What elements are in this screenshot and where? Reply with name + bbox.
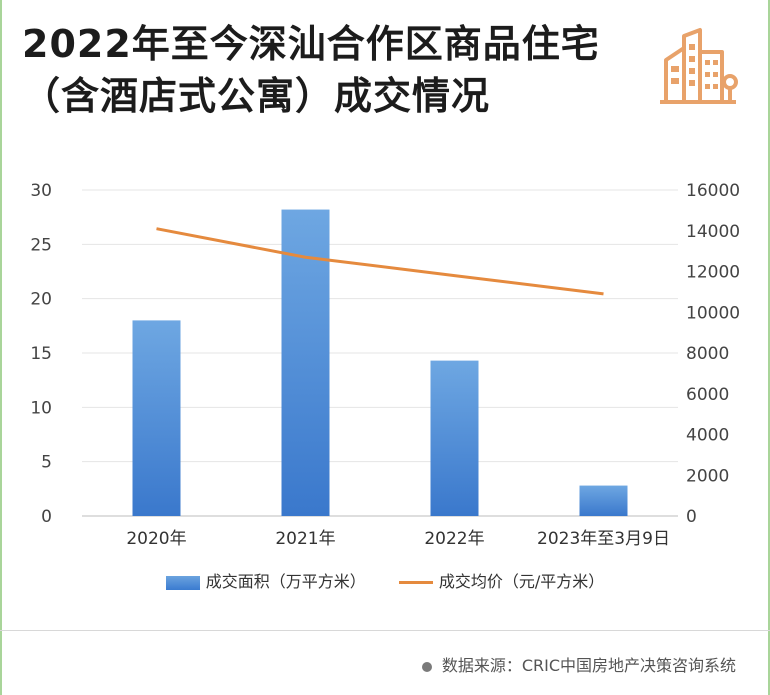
title-line-1: 2022年至今深汕合作区商品住宅 — [22, 22, 600, 66]
category-label: 2023年至3月9日 — [537, 529, 670, 549]
bar-series — [132, 209, 628, 516]
line-series — [156, 227, 604, 296]
left-tick-label: 10 — [30, 398, 52, 418]
left-tick-label: 25 — [30, 235, 52, 255]
right-tick-label: 16000 — [686, 181, 740, 201]
right-tick-label: 10000 — [686, 303, 740, 323]
bar — [430, 360, 479, 516]
legend-swatch-line — [398, 581, 433, 584]
bar — [132, 320, 181, 516]
city-buildings-icon — [660, 28, 738, 104]
left-tick-label: 5 — [41, 453, 52, 473]
right-tick-label: 8000 — [686, 344, 729, 364]
bullet-icon — [421, 661, 432, 672]
footer-divider — [0, 630, 770, 631]
category-label: 2020年 — [126, 529, 186, 549]
right-tick-label: 0 — [686, 507, 697, 527]
page-title: 2022年至今深汕合作区商品住宅 （含酒店式公寓）成交情况 — [22, 18, 622, 122]
legend-label-area: 成交面积（万平方米） — [205, 572, 366, 591]
source-text: 数据来源：CRIC中国房地产决策咨询系统 — [441, 656, 736, 675]
source-note: 数据来源：CRIC中国房地产决策咨询系统 — [421, 652, 736, 676]
legend: 成交面积（万平方米） 成交均价（元/平方米） — [0, 568, 770, 592]
category-label: 2021年 — [275, 529, 335, 549]
bar — [579, 485, 628, 516]
left-tick-label: 15 — [30, 344, 52, 364]
legend-swatch-bar — [165, 575, 200, 590]
right-tick-label: 14000 — [686, 222, 740, 242]
right-tick-label: 12000 — [686, 263, 740, 283]
left-tick-label: 0 — [41, 507, 52, 527]
right-tick-label: 2000 — [686, 466, 729, 486]
combo-chart: 0 5 10 15 20 25 30 0 2000 4000 6000 8000 10000 12000… — [30, 181, 740, 549]
legend-item-price: 成交均价（元/平方米） — [398, 568, 605, 592]
legend-item-area: 成交面积（万平方米） — [165, 568, 366, 592]
category-labels: 2020年 2021年 2022年 2023年至3月9日 — [126, 529, 670, 549]
legend-label-price: 成交均价（元/平方米） — [438, 572, 605, 591]
left-axis-ticks: 0 5 10 15 20 25 30 — [30, 181, 52, 527]
left-tick-label: 20 — [30, 290, 52, 310]
right-axis-ticks: 0 2000 4000 6000 8000 10000 12000 14000 16000 — [686, 181, 740, 527]
title-line-2: （含酒店式公寓）成交情况 — [22, 74, 491, 118]
right-tick-label: 4000 — [686, 426, 729, 446]
category-label: 2022年 — [424, 529, 484, 549]
left-tick-label: 30 — [30, 181, 52, 201]
right-tick-label: 6000 — [686, 385, 729, 405]
grid-lines — [82, 189, 678, 517]
price-line — [156, 227, 604, 296]
